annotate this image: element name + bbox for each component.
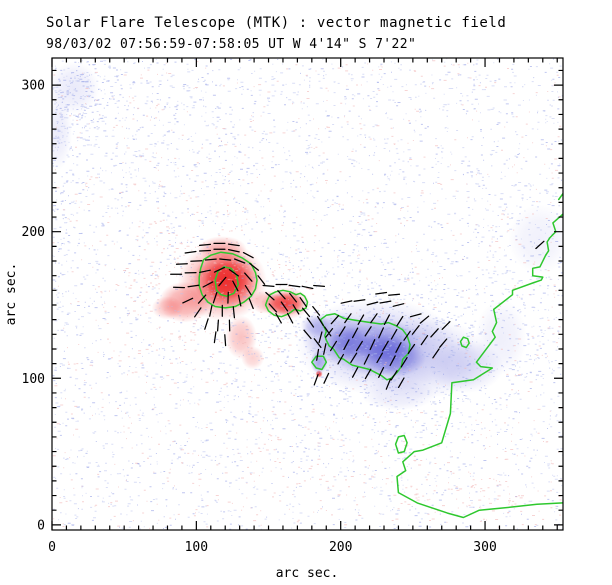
contour-bottom-small-loop	[394, 434, 408, 454]
contour-blue-main-ring	[319, 313, 411, 381]
y-tick-label: 300	[22, 79, 45, 94]
axes-frame	[51, 57, 564, 531]
chart-title: Solar Flare Telescope (MTK) : vector mag…	[46, 15, 506, 31]
contour-small-ring	[459, 336, 470, 349]
noise-speckle-layer	[52, 58, 563, 530]
chart-subtitle: 98/03/02 07:56:59-07:58:05 UT W 4'14" S …	[46, 37, 416, 52]
y-tick-label: 200	[22, 225, 45, 240]
vector-field-layer	[170, 240, 545, 390]
y-tick-label: 0	[37, 518, 45, 533]
contour-edge-dash	[557, 192, 563, 201]
contour-red-outer-ring	[198, 251, 258, 309]
y-axis-label: arc sec.	[4, 263, 19, 326]
polarity-blobs-layer	[52, 61, 563, 411]
x-tick-label: 0	[48, 540, 56, 555]
y-tick-label: 100	[22, 372, 45, 387]
tick-labels: 0 100 200 300 0 100 200 300	[22, 79, 497, 555]
x-axis-label: arc sec.	[276, 566, 339, 581]
contour-blue-appendix-ring	[311, 355, 328, 371]
contour-red-inner-ring	[214, 266, 239, 297]
contour-red-patch-ring	[264, 289, 309, 318]
field-contour-layer	[198, 192, 563, 519]
contour-long-neutral-line	[396, 213, 563, 519]
x-tick-label: 300	[473, 540, 496, 555]
x-tick-label: 100	[185, 540, 208, 555]
x-tick-label: 200	[329, 540, 352, 555]
